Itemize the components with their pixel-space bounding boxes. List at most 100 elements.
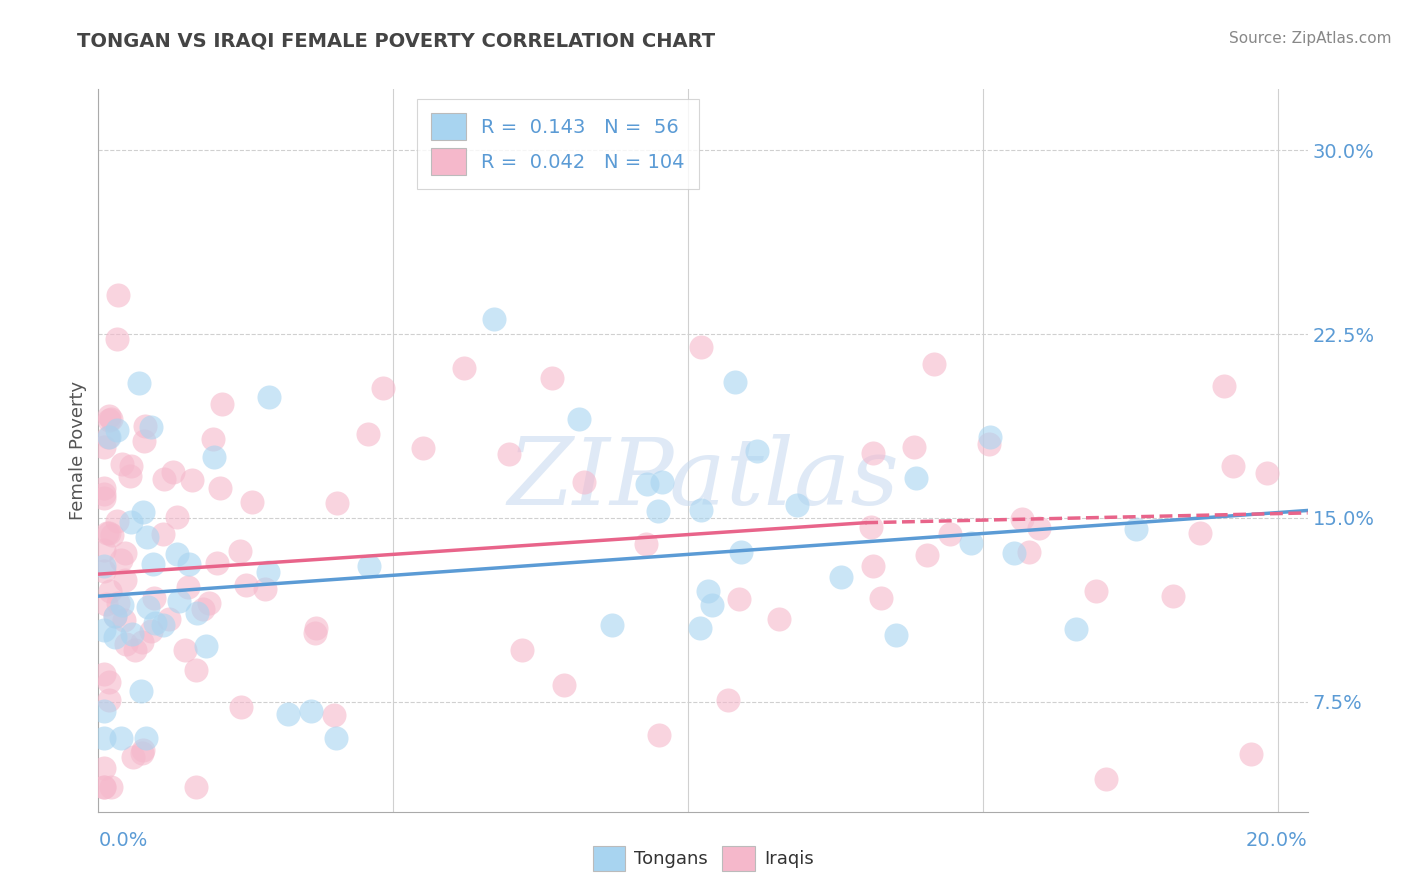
- Point: [1213, 378, 1236, 392]
- Point: [105, 332, 128, 346]
- Point: [104, 609, 127, 624]
- Point: [1028, 521, 1050, 535]
- Point: [728, 592, 751, 607]
- Point: [412, 441, 434, 455]
- Point: [105, 514, 128, 528]
- Point: [202, 450, 225, 464]
- Point: [229, 544, 252, 558]
- Point: [869, 591, 891, 605]
- Point: [93, 780, 115, 795]
- Point: [132, 743, 155, 757]
- Point: [107, 596, 129, 610]
- Point: [121, 627, 143, 641]
- Point: [93, 564, 115, 578]
- Point: [697, 583, 720, 598]
- Point: [717, 693, 740, 707]
- Point: [98, 675, 121, 690]
- Point: [98, 583, 121, 598]
- Point: [1163, 589, 1185, 603]
- Point: [107, 288, 129, 302]
- Point: [93, 623, 115, 637]
- Point: [205, 556, 228, 570]
- Point: [299, 704, 322, 718]
- Point: [1094, 772, 1116, 786]
- Point: [730, 545, 752, 559]
- Point: [305, 621, 328, 635]
- Point: [786, 499, 808, 513]
- Point: [124, 642, 146, 657]
- Point: [904, 471, 927, 485]
- Point: [166, 547, 188, 561]
- Point: [1125, 522, 1147, 536]
- Point: [110, 731, 132, 746]
- Point: [482, 312, 505, 326]
- Point: [1011, 512, 1033, 526]
- Point: [181, 473, 204, 487]
- Point: [572, 475, 595, 490]
- Point: [143, 616, 166, 631]
- Point: [101, 528, 124, 542]
- Point: [93, 666, 115, 681]
- Point: [93, 542, 115, 557]
- Point: [191, 602, 214, 616]
- Point: [93, 559, 115, 574]
- Point: [884, 628, 907, 642]
- Point: [689, 621, 711, 635]
- Point: [745, 444, 768, 458]
- Point: [859, 519, 882, 533]
- Point: [179, 557, 201, 571]
- Point: [651, 475, 673, 489]
- Point: [208, 481, 231, 495]
- Legend: R =  0.143   N =  56, R =  0.042   N = 104: R = 0.143 N = 56, R = 0.042 N = 104: [418, 99, 699, 189]
- Point: [724, 376, 747, 390]
- Point: [304, 625, 326, 640]
- Point: [194, 640, 217, 654]
- Point: [93, 705, 115, 719]
- Point: [134, 419, 156, 434]
- Point: [647, 504, 669, 518]
- Point: [541, 370, 564, 384]
- Point: [177, 580, 200, 594]
- Point: [93, 441, 115, 455]
- Point: [325, 731, 347, 746]
- Point: [93, 491, 115, 506]
- Point: [100, 780, 122, 795]
- Point: [202, 432, 225, 446]
- Point: [830, 569, 852, 583]
- Point: [112, 613, 135, 627]
- Point: [186, 606, 208, 620]
- Point: [1085, 584, 1108, 599]
- Point: [1256, 467, 1278, 481]
- Point: [917, 548, 939, 562]
- Point: [862, 558, 884, 573]
- Point: [174, 642, 197, 657]
- Point: [512, 643, 534, 657]
- Point: [157, 612, 180, 626]
- Text: 20.0%: 20.0%: [1246, 831, 1308, 850]
- Point: [356, 427, 378, 442]
- Y-axis label: Female Poverty: Female Poverty: [69, 381, 87, 520]
- Point: [648, 727, 671, 741]
- Point: [768, 612, 790, 626]
- Point: [903, 440, 925, 454]
- Point: [979, 430, 1001, 444]
- Point: [600, 618, 623, 632]
- Point: [1002, 546, 1025, 560]
- Point: [121, 750, 143, 764]
- Point: [184, 780, 207, 795]
- Point: [104, 609, 127, 624]
- Point: [111, 457, 134, 471]
- Point: [98, 413, 121, 427]
- Point: [184, 663, 207, 677]
- Text: Source: ZipAtlas.com: Source: ZipAtlas.com: [1229, 31, 1392, 46]
- Point: [498, 447, 520, 461]
- Point: [162, 465, 184, 479]
- Point: [132, 434, 155, 448]
- Point: [131, 635, 153, 649]
- Point: [1018, 545, 1040, 559]
- Point: [93, 731, 115, 746]
- Point: [114, 573, 136, 587]
- Text: ZIPatlas: ZIPatlas: [508, 434, 898, 524]
- Point: [1222, 458, 1244, 473]
- Point: [568, 412, 591, 426]
